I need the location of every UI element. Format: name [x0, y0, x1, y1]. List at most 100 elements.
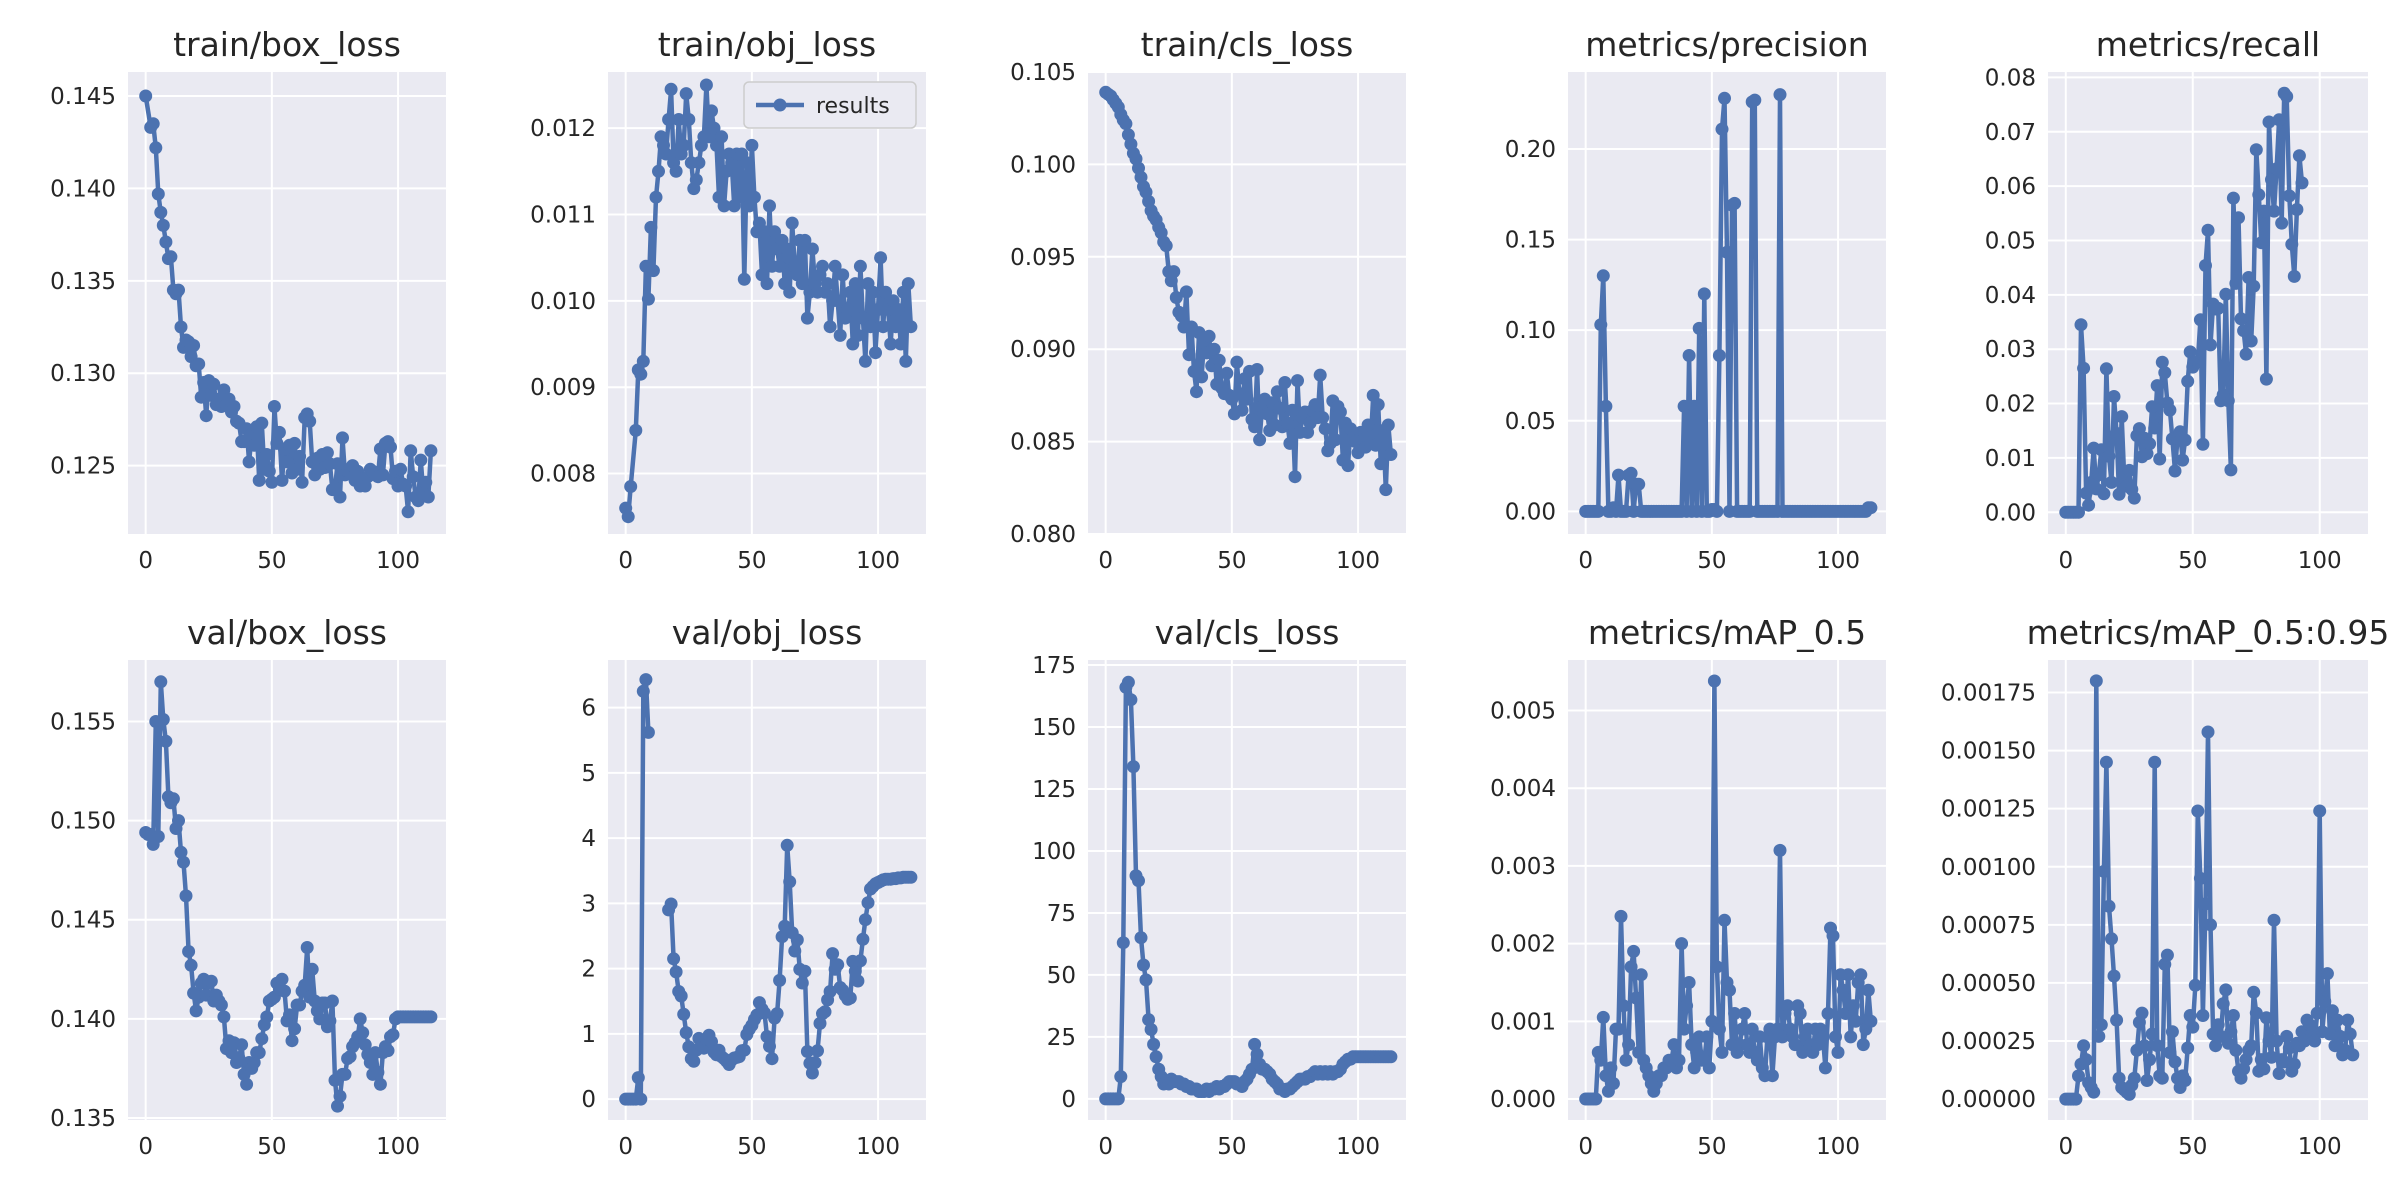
data-point — [280, 455, 294, 469]
data-point — [856, 932, 870, 946]
data-point — [2211, 1018, 2225, 1032]
data-point — [376, 468, 390, 482]
data-point — [394, 462, 408, 476]
y-tick-label: 0.01 — [1985, 446, 2036, 472]
data-point — [2259, 1011, 2273, 1025]
y-tick-label: 175 — [1032, 653, 1076, 679]
data-point — [1599, 399, 1613, 413]
data-point — [798, 964, 812, 978]
x-tick-label: 0 — [138, 548, 153, 574]
data-point — [2145, 1027, 2159, 1041]
data-point — [833, 328, 847, 342]
data-point — [2270, 1034, 2284, 1048]
data-point — [333, 490, 347, 504]
data-point — [1604, 1061, 1618, 1075]
data-point — [371, 1065, 385, 1079]
data-point — [715, 130, 729, 144]
data-point — [2244, 334, 2258, 348]
data-point — [2082, 498, 2096, 512]
y-tick-label: 125 — [1032, 777, 1076, 803]
data-point — [1384, 448, 1398, 461]
data-point — [194, 390, 208, 404]
data-point — [889, 320, 903, 334]
data-point — [184, 958, 198, 972]
data-point — [1124, 693, 1138, 707]
data-point — [2308, 1034, 2322, 1048]
data-point — [1596, 1010, 1610, 1024]
data-point — [333, 1089, 347, 1103]
y-tick-label: 0.095 — [1010, 245, 1076, 271]
data-point — [1202, 329, 1216, 343]
y-tick-label: 0.011 — [530, 202, 596, 228]
data-point — [290, 462, 304, 476]
series-line — [2065, 90, 2305, 515]
data-point — [2247, 985, 2261, 999]
data-point — [1627, 944, 1641, 958]
data-point — [1195, 370, 1209, 384]
data-point — [705, 104, 718, 118]
y-tick-label: 0.005 — [1490, 699, 1556, 725]
data-point — [1672, 1053, 1686, 1067]
y-tick-label: 0 — [1061, 1087, 1076, 1113]
data-point — [1589, 1092, 1603, 1106]
data-point — [848, 964, 862, 978]
data-point — [646, 264, 660, 278]
data-point — [300, 941, 314, 954]
y-tick-label: 4 — [581, 826, 596, 852]
data-point — [1675, 937, 1689, 951]
data-point — [2102, 449, 2116, 463]
data-point — [1280, 416, 1294, 430]
data-point — [818, 1005, 832, 1019]
data-point — [421, 490, 435, 504]
data-point — [1849, 1014, 1863, 1028]
data-point — [1142, 1013, 1156, 1027]
data-point — [634, 367, 648, 381]
data-point — [177, 855, 190, 869]
chart-panel-5: 0.00 0.01 0.02 0.03 0.04 0.05 0.06 0.07 0.08 0 50 1… — [1985, 25, 2368, 574]
data-point — [1682, 976, 1696, 989]
data-point — [2254, 236, 2268, 250]
data-point — [705, 1035, 718, 1049]
data-point — [2270, 162, 2284, 176]
x-tick-label: 100 — [1816, 548, 1860, 574]
data-point — [2191, 804, 2205, 818]
y-tick-label: 0.135 — [50, 269, 116, 295]
data-point — [826, 947, 840, 961]
data-point — [1212, 353, 1226, 367]
x-tick-label: 50 — [2178, 1134, 2207, 1160]
data-point — [275, 972, 289, 986]
data-point — [783, 875, 797, 889]
data-point — [851, 974, 865, 988]
data-point — [2145, 400, 2159, 414]
x-tick-label: 0 — [1098, 548, 1113, 574]
data-point — [2232, 211, 2245, 225]
data-point — [272, 425, 286, 439]
data-point — [386, 1028, 400, 1042]
data-point — [1864, 501, 1878, 515]
data-point — [358, 1038, 372, 1052]
x-tick-label: 50 — [2178, 548, 2207, 574]
data-point — [1624, 466, 1638, 480]
data-point — [667, 952, 681, 966]
data-point — [1333, 405, 1347, 419]
data-point — [159, 734, 173, 748]
x-tick-label: 0 — [2058, 548, 2073, 574]
data-point — [1667, 1038, 1681, 1052]
y-tick-label: 0.00150 — [1941, 739, 2036, 765]
data-point — [1748, 93, 1762, 107]
data-point — [2267, 913, 2281, 927]
data-point — [669, 965, 683, 979]
data-point — [828, 259, 842, 273]
data-point — [800, 1045, 814, 1058]
data-point — [1328, 433, 1342, 447]
y-tick-label: 50 — [1047, 963, 1076, 989]
data-point — [1361, 418, 1375, 432]
chart-panel-6: 0.135 0.140 0.145 0.150 0.155 0 50 100 val/box_l… — [50, 613, 446, 1160]
data-point — [2320, 967, 2334, 981]
data-point — [2226, 191, 2240, 205]
data-point — [692, 156, 706, 170]
data-point — [2183, 345, 2197, 359]
data-point — [293, 449, 307, 463]
data-point — [265, 475, 279, 489]
data-point — [2249, 143, 2263, 157]
